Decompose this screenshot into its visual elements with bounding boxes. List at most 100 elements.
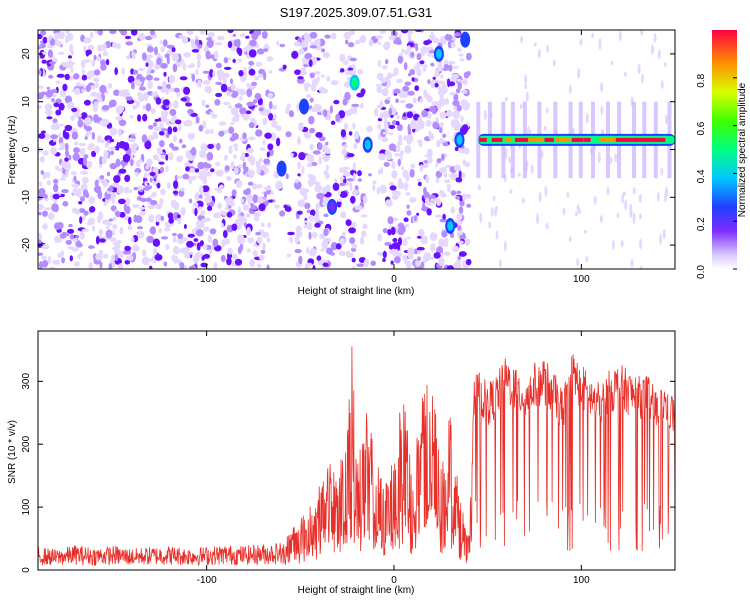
heatmap-speck — [150, 199, 158, 206]
heatmap-speck — [159, 140, 165, 148]
heatmap-speck — [109, 127, 118, 136]
heatmap-speck — [65, 149, 70, 157]
heatmap-speck — [108, 263, 113, 269]
heatmap-speck — [58, 102, 65, 111]
heatmap-speck — [198, 124, 204, 132]
heatmap-speck — [426, 53, 432, 57]
heatmap-speck — [495, 205, 499, 211]
heatmap-speck — [194, 168, 200, 173]
heatmap-feature-core — [462, 34, 469, 45]
heatmap-speck — [442, 67, 449, 71]
snr-x-tick-label: -100 — [197, 575, 217, 586]
heatmap-speck — [103, 150, 109, 159]
heatmap-speck — [665, 186, 669, 197]
heatmap-speck — [418, 140, 423, 147]
heatmap-speck — [400, 92, 409, 99]
heatmap-speck — [294, 178, 299, 184]
heatmap-speck — [113, 175, 121, 184]
heatmap-speck — [172, 63, 178, 73]
heatmap-speck — [179, 138, 183, 144]
heatmap-speck — [116, 185, 120, 189]
heatmap-speck — [339, 191, 348, 198]
heatmap-speck — [200, 262, 208, 268]
heatmap-speck — [508, 156, 512, 164]
heatmap-speck — [117, 250, 124, 258]
heatmap-speck — [53, 183, 59, 193]
snr-x-tick-label: 0 — [391, 575, 397, 586]
heatmap-speck — [653, 32, 657, 43]
heatmap-speck — [415, 259, 421, 268]
heatmap-speck — [270, 132, 276, 141]
heatmap-speck — [94, 179, 99, 187]
heatmap-speck — [339, 182, 346, 187]
heatmap-speck — [309, 72, 315, 79]
heatmap-speck — [416, 68, 422, 77]
heatmap-speck — [546, 45, 550, 54]
heatmap-speck — [425, 175, 430, 184]
heatmap-speck — [282, 64, 287, 70]
heatmap-speck — [242, 161, 247, 171]
heatmap-speck — [303, 32, 308, 40]
heatmap-speck — [308, 115, 315, 125]
heatmap-speck — [130, 236, 135, 243]
heatmap-speck — [180, 207, 186, 216]
heatmap-speck — [206, 151, 214, 161]
heatmap-speck — [237, 58, 242, 63]
heatmap-speck — [366, 125, 374, 133]
heatmap-speck — [316, 255, 322, 261]
heatmap-speck — [382, 136, 389, 143]
heatmap-speck — [444, 34, 453, 41]
heatmap-speck — [70, 114, 75, 121]
heatmap-y-axis-label: Frequency (Hz) — [7, 116, 18, 185]
heatmap-speck — [585, 255, 589, 263]
heatmap-speck — [130, 30, 138, 36]
heatmap-speck — [188, 198, 193, 204]
heatmap-speck — [89, 206, 96, 213]
heatmap-speck — [62, 201, 69, 207]
heatmap-speck — [297, 76, 304, 80]
colorbar-tick-label: 0.0 — [696, 265, 707, 279]
heatmap-speck — [64, 124, 73, 132]
heatmap-speck — [183, 86, 191, 95]
heatmap-speck — [246, 226, 252, 236]
heatmap-speck — [439, 111, 447, 119]
heatmap-carrier-peak — [555, 137, 571, 142]
heatmap-speck — [142, 187, 150, 191]
heatmap-speck — [246, 193, 253, 201]
heatmap-speck — [151, 91, 159, 97]
heatmap-speck — [255, 231, 262, 236]
heatmap-speck — [411, 77, 415, 82]
heatmap-speck — [376, 85, 383, 94]
heatmap-speck — [190, 264, 197, 269]
heatmap-speck — [309, 31, 318, 39]
heatmap-speck — [38, 203, 44, 211]
heatmap-speck — [429, 105, 437, 113]
heatmap-speck — [382, 131, 390, 135]
heatmap-speck — [402, 255, 408, 261]
colorbar-label: Normalized spectral amplitude — [737, 82, 748, 217]
heatmap-speck — [256, 236, 263, 244]
heatmap-speck — [384, 242, 392, 246]
heatmap-speck — [417, 181, 422, 187]
heatmap-speck — [160, 215, 165, 222]
heatmap-speck — [454, 146, 459, 152]
heatmap-speck — [150, 194, 156, 198]
heatmap-speck — [379, 112, 384, 119]
heatmap-speck — [118, 185, 123, 190]
heatmap-speck — [174, 174, 179, 181]
heatmap-speck — [55, 165, 59, 170]
heatmap-speck — [444, 179, 451, 184]
heatmap-speck — [211, 113, 218, 119]
heatmap-speck — [268, 113, 274, 121]
heatmap-speck — [621, 193, 625, 204]
heatmap-speck — [382, 258, 386, 262]
heatmap-speck — [196, 242, 201, 251]
heatmap-speck — [220, 83, 228, 93]
heatmap-speck — [192, 257, 199, 264]
heatmap-speck — [440, 86, 448, 94]
heatmap-speck — [205, 104, 210, 108]
heatmap-speck — [76, 188, 82, 198]
heatmap-speck — [352, 189, 359, 195]
heatmap-speck — [228, 126, 235, 134]
